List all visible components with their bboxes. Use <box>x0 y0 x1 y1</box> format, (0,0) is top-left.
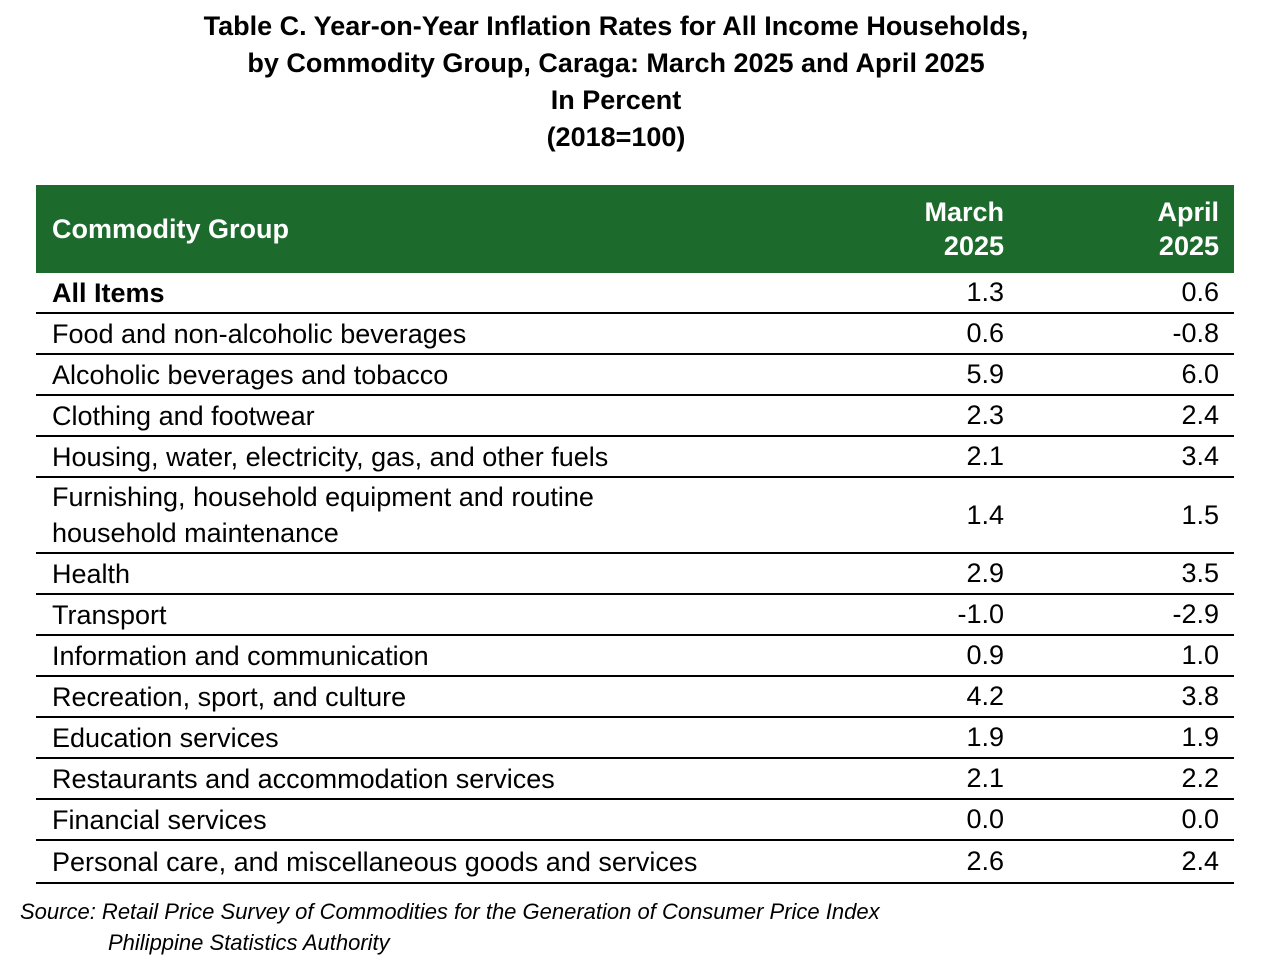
row-march-value: 2.1 <box>966 441 1004 471</box>
row-april-value: 0.0 <box>1181 804 1219 834</box>
source-line-2: Philippine Statistics Authority <box>108 930 390 955</box>
row-commodity: Housing, water, electricity, gas, and ot… <box>52 441 609 472</box>
row-april-value: 2.4 <box>1181 400 1219 430</box>
row-march-value: 5.9 <box>966 359 1004 389</box>
table-row: Food and non-alcoholic beverages 0.6 -0.… <box>36 314 1234 355</box>
table-row: Clothing and footwear 2.3 2.4 <box>36 396 1234 437</box>
title-line-3: In Percent <box>550 85 682 115</box>
row-commodity: Alcoholic beverages and tobacco <box>52 359 449 390</box>
row-march-value: 2.6 <box>966 846 1004 876</box>
row-commodity: Personal care, and miscellaneous goods a… <box>52 846 698 877</box>
row-march-value: 2.1 <box>966 763 1004 793</box>
row-march-value: 0.6 <box>966 318 1004 348</box>
row-commodity: Recreation, sport, and culture <box>52 681 407 712</box>
row-march-value: 1.3 <box>966 277 1004 307</box>
source-note: Source: Retail Price Survey of Commoditi… <box>20 896 880 958</box>
row-commodity: Education services <box>52 722 279 753</box>
row-commodity: Furnishing, household equipment and rout… <box>52 482 594 548</box>
row-april-value: 0.6 <box>1181 277 1219 307</box>
row-march-value: 4.2 <box>966 681 1004 711</box>
source-line-1: Source: Retail Price Survey of Commoditi… <box>20 899 880 924</box>
row-march-value: 0.9 <box>966 640 1004 670</box>
row-april-value: 2.2 <box>1181 763 1219 793</box>
table-row: Furnishing, household equipment and rout… <box>36 478 1234 554</box>
row-commodity: Restaurants and accommodation services <box>52 763 555 794</box>
row-commodity: Transport <box>52 599 167 630</box>
row-commodity: All Items <box>52 277 165 308</box>
table-row: Transport -1.0 -2.9 <box>36 595 1234 636</box>
table-title: Table C. Year-on-Year Inflation Rates fo… <box>0 8 1232 156</box>
row-march-value: 0.0 <box>966 804 1004 834</box>
table-row: All Items 1.3 0.6 <box>36 273 1234 314</box>
row-april-value: -0.8 <box>1172 318 1219 348</box>
header-commodity-group: Commodity Group <box>52 213 289 244</box>
title-line-2: by Commodity Group, Caraga: March 2025 a… <box>247 48 985 78</box>
row-march-value: -1.0 <box>957 599 1004 629</box>
row-april-value: 3.8 <box>1181 681 1219 711</box>
row-april-value: 1.0 <box>1181 640 1219 670</box>
row-march-value: 1.9 <box>966 722 1004 752</box>
table-row: Financial services 0.0 0.0 <box>36 800 1234 841</box>
table-row: Information and communication 0.9 1.0 <box>36 636 1234 677</box>
header-april-2025: April 2025 <box>1157 197 1219 261</box>
row-march-value: 2.3 <box>966 400 1004 430</box>
header-march-2025: March 2025 <box>924 197 1004 261</box>
row-commodity: Clothing and footwear <box>52 400 315 431</box>
row-april-value: 1.5 <box>1181 499 1219 530</box>
row-april-value: 2.4 <box>1181 846 1219 876</box>
table-row: Education services 1.9 1.9 <box>36 718 1234 759</box>
table-row: Recreation, sport, and culture 4.2 3.8 <box>36 677 1234 718</box>
row-march-value: 1.4 <box>966 499 1004 530</box>
row-april-value: 1.9 <box>1181 722 1219 752</box>
inflation-table: Commodity Group March 2025 April 2025 Al… <box>36 185 1234 884</box>
row-april-value: 6.0 <box>1181 359 1219 389</box>
title-line-1: Table C. Year-on-Year Inflation Rates fo… <box>203 11 1029 41</box>
table-row: Health 2.9 3.5 <box>36 554 1234 595</box>
row-april-value: -2.9 <box>1172 599 1219 629</box>
table-header: Commodity Group March 2025 April 2025 <box>36 185 1234 273</box>
row-commodity: Food and non-alcoholic beverages <box>52 318 467 349</box>
title-line-4: (2018=100) <box>546 122 686 152</box>
table-row: Personal care, and miscellaneous goods a… <box>36 841 1234 882</box>
row-april-value: 3.5 <box>1181 558 1219 588</box>
table-row: Housing, water, electricity, gas, and ot… <box>36 437 1234 478</box>
row-march-value: 2.9 <box>966 558 1004 588</box>
table-row: Alcoholic beverages and tobacco 5.9 6.0 <box>36 355 1234 396</box>
table-row: Restaurants and accommodation services 2… <box>36 759 1234 800</box>
row-commodity: Health <box>52 558 131 589</box>
row-commodity: Information and communication <box>52 640 429 671</box>
row-april-value: 3.4 <box>1181 441 1219 471</box>
row-commodity: Financial services <box>52 804 267 835</box>
